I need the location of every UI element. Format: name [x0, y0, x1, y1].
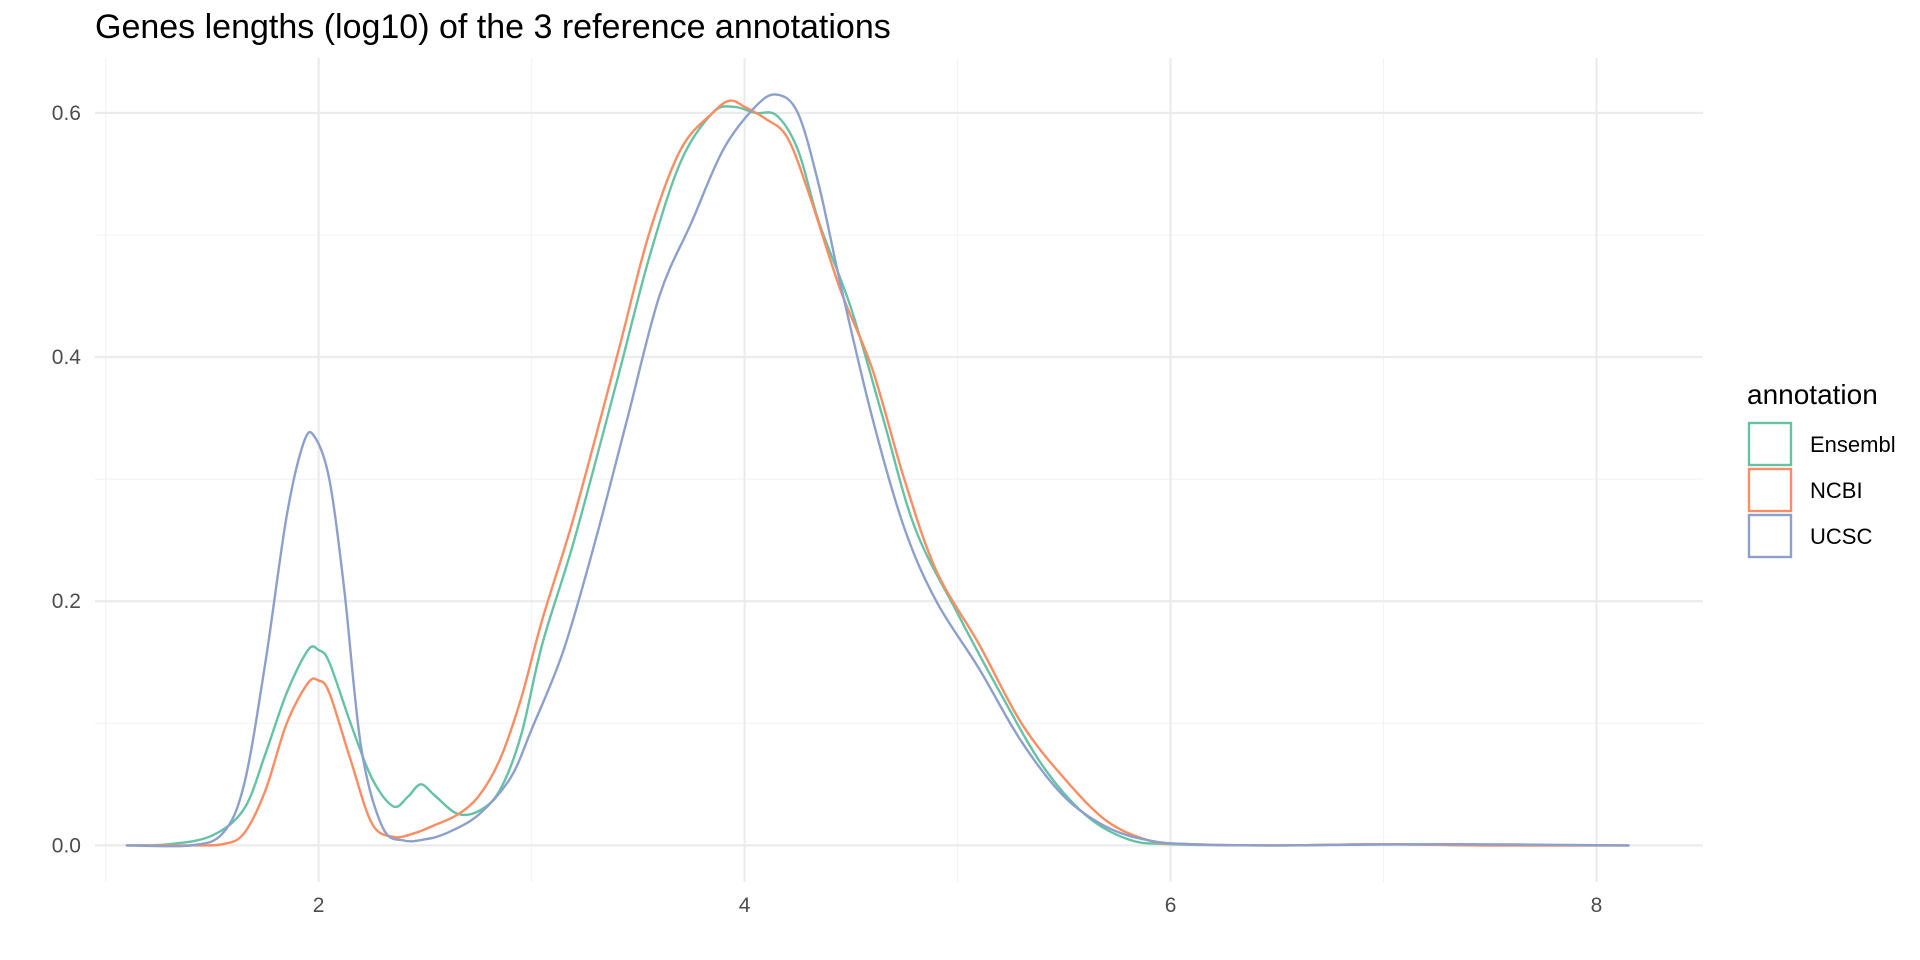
x-tick-label: 8	[1591, 894, 1603, 917]
series-line-ucsc	[125, 93, 1630, 848]
x-tick-label: 2	[313, 894, 325, 917]
y-tick-label: 0.0	[52, 834, 81, 857]
grid	[95, 58, 1703, 882]
chart-title: Genes lengths (log10) of the 3 reference…	[95, 8, 891, 46]
axis-tick-labels: 2 4 6 8 0.0 0.2 0.4 0.6	[52, 102, 1603, 917]
legend-label-ucsc: UCSC	[1810, 524, 1872, 549]
y-tick-label: 0.4	[52, 346, 82, 369]
legend-title: annotation	[1747, 379, 1878, 410]
legend-label-ncbi: NCBI	[1810, 478, 1863, 503]
legend-label-ensembl: Ensembl	[1810, 432, 1896, 457]
y-tick-label: 0.6	[52, 102, 81, 125]
series-line-ensembl	[125, 105, 1630, 847]
series-line-ncbi	[125, 99, 1630, 847]
legend-key-ensembl	[1747, 421, 1793, 467]
legend-key-ncbi	[1747, 467, 1793, 513]
series-lines	[125, 93, 1630, 848]
x-tick-label: 6	[1165, 894, 1177, 917]
x-tick-label: 4	[739, 894, 751, 917]
legend: annotation Ensembl NCBI UCSC	[1747, 379, 1896, 559]
legend-key-ucsc	[1747, 513, 1793, 559]
y-tick-label: 0.2	[52, 590, 81, 613]
